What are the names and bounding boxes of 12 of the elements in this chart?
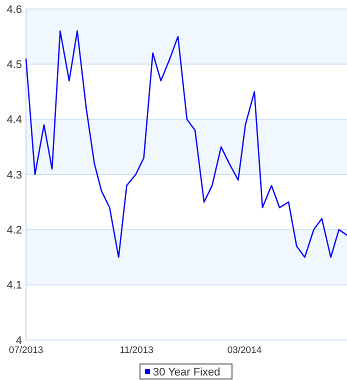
x-tick-label: 07/2013 (8, 345, 44, 356)
y-tick-label: 4.6 (6, 4, 22, 16)
legend-label: 30 Year Fixed (153, 366, 220, 378)
y-tick-label: 4.5 (6, 59, 22, 72)
y-tick-label: 4.4 (6, 114, 22, 126)
y-tick-label: 4.3 (6, 169, 22, 182)
y-tick-label: 4.2 (6, 224, 22, 237)
y-tick-label: 4.1 (6, 280, 22, 292)
x-tick-label: 11/2013 (120, 345, 154, 356)
x-tick-label: 03/2014 (227, 345, 262, 356)
y-tick-label: 4 (16, 334, 22, 347)
line-series (25, 30, 347, 258)
